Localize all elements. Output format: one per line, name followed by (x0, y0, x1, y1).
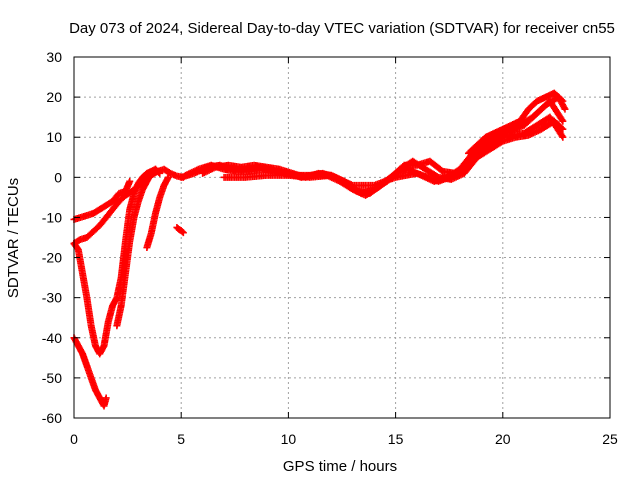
series-satellite-g (173, 223, 187, 237)
series-satellite-a (70, 165, 164, 358)
x-axis-label: GPS time / hours (283, 458, 397, 475)
y-axis-label: SDTVAR / TECUs (5, 178, 22, 298)
data-point-plus (560, 104, 568, 112)
series-satellite-e (113, 165, 159, 330)
x-tick-label: 10 (281, 431, 297, 447)
y-tick-label: 20 (46, 89, 62, 105)
data-point-plus (151, 165, 159, 173)
data-point-plus (558, 116, 566, 124)
data-point-plus (164, 173, 172, 181)
x-tick-label: 15 (388, 431, 404, 447)
chart-title: Day 073 of 2024, Sidereal Day-to-day VTE… (69, 20, 615, 37)
data-point-plus (150, 166, 158, 174)
x-tick-label: 5 (177, 431, 185, 447)
y-tick-label: -20 (42, 250, 62, 266)
data-point-plus (561, 105, 569, 113)
marks-layer (70, 89, 569, 410)
series-satellite-b (70, 334, 110, 410)
y-tick-label: -10 (42, 209, 62, 225)
data-point-plus (178, 228, 186, 236)
y-tick-label: -50 (42, 370, 62, 386)
y-tick-label: -60 (42, 410, 62, 426)
data-point-plus (102, 394, 110, 402)
y-tick-label: -40 (42, 330, 62, 346)
data-point-plus (497, 134, 505, 142)
y-tick-label: 10 (46, 129, 62, 145)
y-tick-label: 0 (54, 169, 62, 185)
series-satellite-l (464, 89, 567, 157)
y-tick-label: -30 (42, 290, 62, 306)
data-point-plus (559, 133, 567, 141)
series-satellite-c (70, 177, 134, 223)
data-point-plus (558, 96, 566, 104)
data-point-plus (559, 97, 567, 105)
plot-frame (73, 56, 611, 419)
data-point-plus (126, 177, 134, 185)
x-tick-label: 0 (70, 431, 78, 447)
series-satellite-k (220, 113, 567, 189)
y-tick-label: 30 (46, 49, 62, 65)
data-point-plus (559, 117, 567, 125)
series-satellite-f (143, 173, 172, 252)
data-point-plus (179, 229, 187, 237)
x-tick-label: 20 (495, 431, 511, 447)
x-tick-label: 25 (602, 431, 618, 447)
data-point-plus (558, 132, 566, 140)
ticks-layer: 0 5 10 15 20 25 -60 -50 -40 -30 -20 -10 0 10 20 30 (42, 49, 618, 447)
